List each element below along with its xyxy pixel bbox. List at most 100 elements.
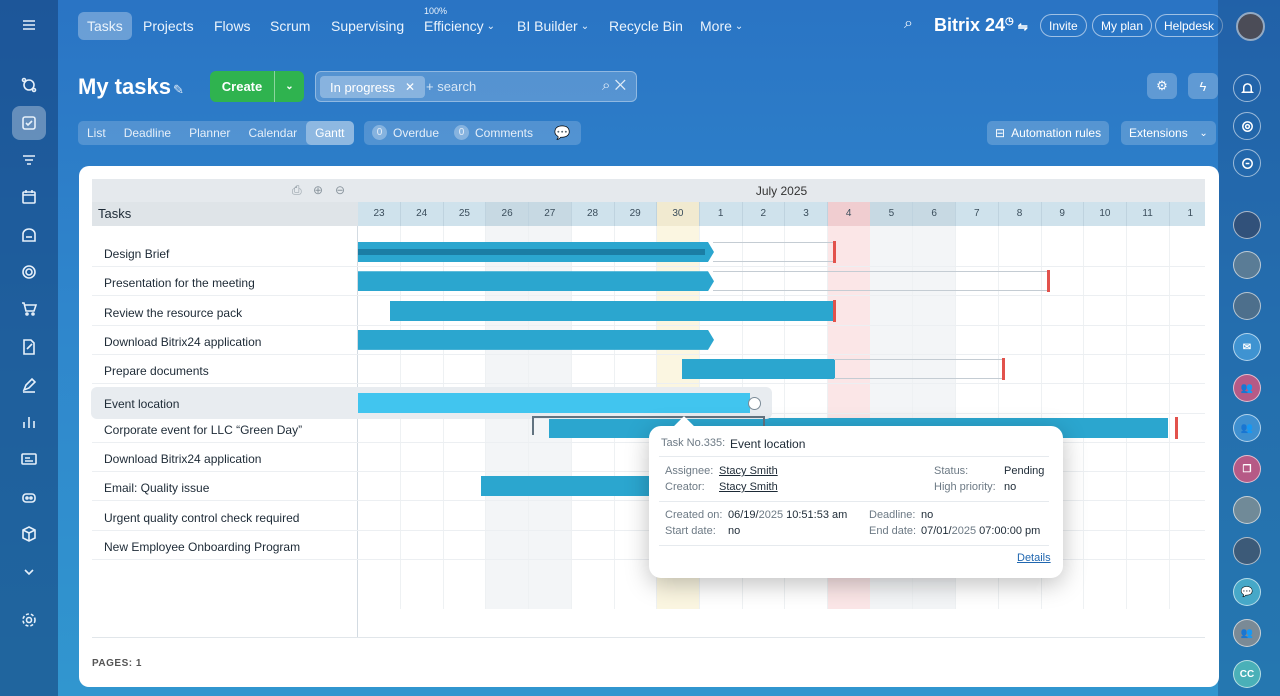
nav-projects[interactable]: Projects bbox=[134, 12, 203, 40]
target-icon[interactable] bbox=[12, 255, 46, 289]
robot-icon[interactable] bbox=[12, 480, 46, 514]
notifications-icon[interactable] bbox=[1233, 74, 1261, 102]
page-title: My tasks bbox=[78, 74, 171, 99]
tab-deadline[interactable]: Deadline bbox=[123, 126, 172, 140]
task-row[interactable]: Email: Quality issue bbox=[92, 472, 358, 502]
task-row[interactable]: Review the resource pack bbox=[92, 297, 358, 326]
nav-more[interactable]: More ⌄ bbox=[691, 12, 752, 40]
day-cell: 7 bbox=[956, 202, 999, 226]
lightning-icon[interactable]: ϟ bbox=[1188, 73, 1218, 99]
chevron-down-icon[interactable]: ⌄ bbox=[274, 71, 304, 102]
link-handle[interactable] bbox=[748, 397, 761, 410]
mail-icon[interactable]: ✉ bbox=[1233, 333, 1261, 361]
tab-gantt[interactable]: Gantt bbox=[306, 121, 354, 145]
nav-bi-builder[interactable]: BI Builder ⌄ bbox=[508, 12, 598, 40]
settings-icon[interactable]: ⚙ bbox=[1147, 73, 1177, 99]
right-rail: ✉ 👥 👥 ❐ 💬 👥 CC bbox=[1218, 0, 1280, 696]
task-bar[interactable] bbox=[481, 476, 661, 497]
avatar[interactable] bbox=[1233, 496, 1261, 524]
tab-calendar[interactable]: Calendar bbox=[248, 126, 298, 140]
comments-counter[interactable]: 0 Comments bbox=[454, 125, 533, 140]
creator-link[interactable]: Stacy Smith bbox=[719, 481, 778, 493]
calendar-icon[interactable] bbox=[12, 180, 46, 214]
document-sign-icon[interactable] bbox=[12, 330, 46, 364]
extensions-button[interactable]: Extensions ⌄ bbox=[1121, 121, 1216, 145]
zoom-out-icon[interactable]: ⊖ bbox=[335, 183, 346, 197]
filter-chip-in-progress[interactable]: In progress ✕ bbox=[320, 76, 426, 98]
contacts-icon[interactable] bbox=[12, 442, 46, 476]
tasks-icon[interactable] bbox=[12, 106, 46, 140]
nav-tasks[interactable]: Tasks bbox=[78, 12, 132, 40]
pin-icon[interactable]: ✎ bbox=[173, 82, 184, 97]
copilot-icon[interactable] bbox=[1233, 112, 1261, 140]
helpdesk-button[interactable]: Helpdesk bbox=[1155, 14, 1224, 37]
task-row[interactable]: Prepare documents bbox=[92, 355, 358, 385]
nav-flows[interactable]: Flows bbox=[205, 12, 260, 40]
task-name-selected[interactable]: Event location bbox=[104, 397, 180, 411]
search-filter[interactable]: In progress ✕ + search ⌕ ✕ bbox=[315, 71, 637, 102]
task-row[interactable]: Presentation for the meeting bbox=[92, 267, 358, 297]
tab-list[interactable]: List bbox=[87, 126, 106, 140]
brand-logo[interactable]: Bitrix 24◷ ⇋ bbox=[934, 15, 1028, 36]
search-input[interactable]: + search bbox=[426, 79, 477, 94]
group-chat-icon[interactable]: 👥 bbox=[1233, 374, 1261, 402]
user-avatar[interactable] bbox=[1236, 12, 1265, 41]
pen-icon[interactable] bbox=[12, 368, 46, 402]
filter-stack-icon[interactable] bbox=[12, 143, 46, 177]
created-year: 2025 bbox=[758, 509, 784, 521]
chat-icon[interactable]: 💬 bbox=[1233, 578, 1261, 606]
search-icon[interactable]: ⌕ bbox=[904, 15, 913, 32]
task-row[interactable]: Download Bitrix24 application bbox=[92, 326, 358, 355]
task-row[interactable]: Urgent quality control check required bbox=[92, 502, 358, 531]
avatar[interactable] bbox=[1233, 251, 1261, 279]
menu-icon[interactable] bbox=[12, 8, 46, 42]
tab-planner[interactable]: Planner bbox=[189, 126, 231, 140]
task-row[interactable]: Design Brief bbox=[92, 238, 358, 267]
analytics-icon[interactable] bbox=[12, 405, 46, 439]
chevron-down-icon[interactable]: ⌄ bbox=[1199, 127, 1208, 139]
print-icon[interactable]: ⎙ bbox=[292, 183, 302, 197]
task-row[interactable]: Corporate event for LLC “Green Day” bbox=[92, 414, 358, 443]
chat-search-icon[interactable] bbox=[1233, 149, 1261, 177]
details-link[interactable]: Details bbox=[1017, 552, 1051, 564]
close-icon[interactable]: ✕ bbox=[405, 80, 416, 94]
drive-icon[interactable] bbox=[12, 218, 46, 252]
end-date: 07/01/ bbox=[921, 525, 952, 537]
creator-label: Creator: bbox=[665, 481, 705, 493]
task-bar[interactable] bbox=[390, 300, 833, 321]
overdue-counter[interactable]: 0 Overdue bbox=[372, 125, 439, 140]
task-bar[interactable] bbox=[358, 330, 714, 350]
box-icon[interactable] bbox=[12, 517, 46, 551]
cart-icon[interactable] bbox=[12, 292, 46, 326]
assignee-link[interactable]: Stacy Smith bbox=[719, 465, 778, 477]
my-plan-button[interactable]: My plan bbox=[1092, 14, 1153, 37]
task-bar-selected[interactable] bbox=[358, 393, 750, 413]
avatar-initials[interactable]: CC bbox=[1233, 660, 1261, 688]
create-button[interactable]: Create ⌄ bbox=[210, 71, 304, 102]
avatar[interactable] bbox=[1233, 211, 1261, 239]
task-row[interactable]: New Employee Onboarding Program bbox=[92, 531, 358, 560]
automation-rules-button[interactable]: ⊟ Automation rules bbox=[987, 121, 1110, 145]
nav-supervising[interactable]: Supervising bbox=[322, 12, 413, 40]
avatar[interactable] bbox=[1233, 537, 1261, 565]
search-icon[interactable]: ⌕ ✕ bbox=[601, 77, 626, 94]
avatar[interactable] bbox=[1233, 292, 1261, 320]
group-chat-icon[interactable]: 👥 bbox=[1233, 414, 1261, 442]
read-all-icon[interactable]: 💬 bbox=[554, 125, 571, 140]
bookmark-icon[interactable]: ❐ bbox=[1233, 455, 1261, 483]
chevron-down-icon[interactable] bbox=[12, 555, 46, 589]
pages-value[interactable]: 1 bbox=[135, 658, 142, 669]
day-cell: 1 bbox=[1169, 202, 1205, 226]
clear-icon[interactable]: ✕ bbox=[614, 77, 626, 94]
invite-button[interactable]: Invite bbox=[1040, 14, 1087, 37]
nav-efficiency[interactable]: 100% Efficiency ⌄ bbox=[415, 6, 504, 40]
task-bar[interactable] bbox=[358, 271, 714, 291]
zoom-in-icon[interactable]: ⊕ bbox=[313, 183, 324, 197]
feed-icon[interactable] bbox=[12, 68, 46, 102]
nav-recycle-bin[interactable]: Recycle Bin bbox=[600, 12, 692, 40]
task-row[interactable]: Download Bitrix24 application bbox=[92, 443, 358, 473]
group-chat-icon[interactable]: 👥 bbox=[1233, 619, 1261, 647]
settings-gear-icon[interactable] bbox=[12, 603, 46, 637]
nav-scrum[interactable]: Scrum bbox=[261, 12, 319, 40]
task-bar[interactable] bbox=[682, 359, 835, 380]
